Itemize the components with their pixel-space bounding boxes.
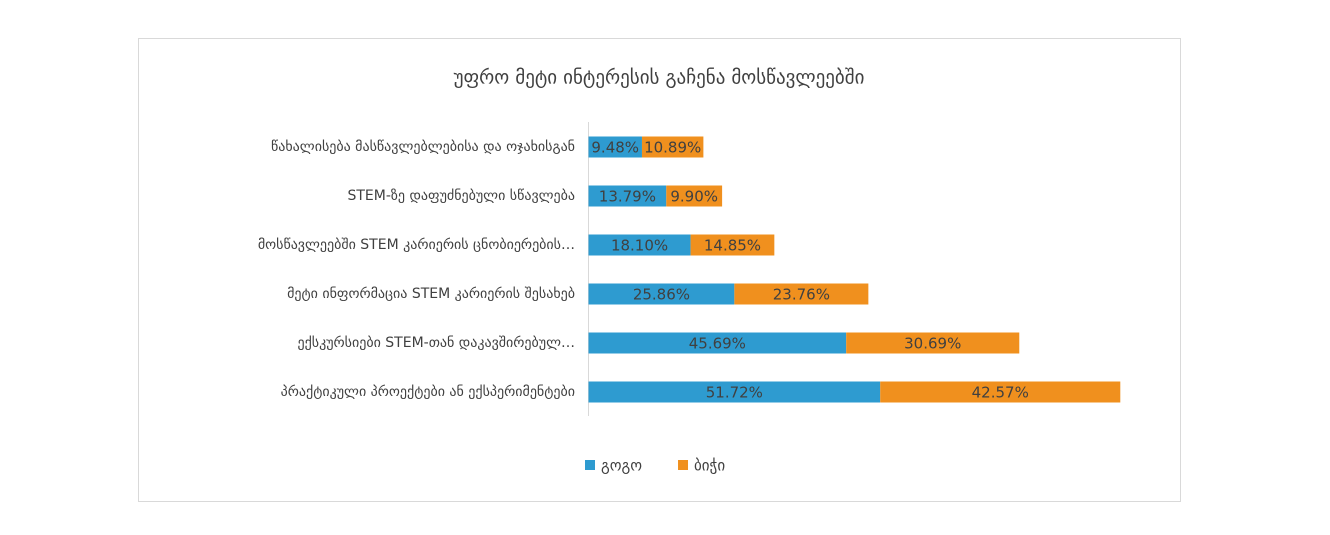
chart-frame bbox=[138, 38, 1181, 502]
bar bbox=[734, 283, 869, 305]
data-label: 23.76% bbox=[773, 286, 830, 304]
data-label: 13.79% bbox=[599, 188, 656, 206]
bar bbox=[846, 332, 1020, 354]
legend-swatch bbox=[585, 460, 595, 470]
bar bbox=[588, 283, 735, 305]
bar bbox=[880, 381, 1121, 403]
data-label: 14.85% bbox=[704, 237, 761, 255]
y-tick-label: წახალისება მასწავლებლებისა და ოჯახისგან bbox=[271, 139, 575, 155]
data-label: 10.89% bbox=[644, 139, 701, 157]
data-label: 45.69% bbox=[689, 335, 746, 353]
bar bbox=[588, 185, 667, 207]
y-tick-label: ექსკურსიები STEM-თან დაკავშირებულ… bbox=[297, 334, 575, 351]
bar bbox=[588, 381, 881, 403]
y-tick-label: STEM-ზე დაფუძნებული სწავლება bbox=[347, 188, 575, 204]
bar bbox=[690, 234, 775, 256]
data-label: 18.10% bbox=[611, 237, 668, 255]
data-label: 30.69% bbox=[904, 335, 961, 353]
y-tick-label: მეტი ინფორმაცია STEM კარიერის შესახებ bbox=[287, 285, 575, 302]
chart-title: უფრო მეტი ინტერესის გაჩენა მოსწავლეებში bbox=[454, 67, 865, 89]
bar bbox=[588, 136, 642, 158]
y-tick-label: პრაქტიკული პროექტები ან ექსპერიმენტები bbox=[281, 383, 575, 400]
data-label: 9.48% bbox=[591, 139, 639, 157]
bar bbox=[588, 234, 691, 256]
data-label: 9.90% bbox=[670, 188, 718, 206]
data-label: 25.86% bbox=[633, 286, 690, 304]
bar bbox=[641, 136, 704, 158]
bar bbox=[588, 332, 847, 354]
legend-swatch bbox=[678, 460, 689, 470]
bar bbox=[666, 185, 723, 207]
data-label: 51.72% bbox=[706, 384, 763, 402]
y-tick-label: მოსწავლეებში STEM კარიერის ცნობიერების… bbox=[258, 236, 575, 253]
data-label: 42.57% bbox=[972, 384, 1029, 402]
legend-label: გოგო bbox=[601, 457, 642, 475]
legend-label: ბიჭი bbox=[694, 457, 725, 475]
